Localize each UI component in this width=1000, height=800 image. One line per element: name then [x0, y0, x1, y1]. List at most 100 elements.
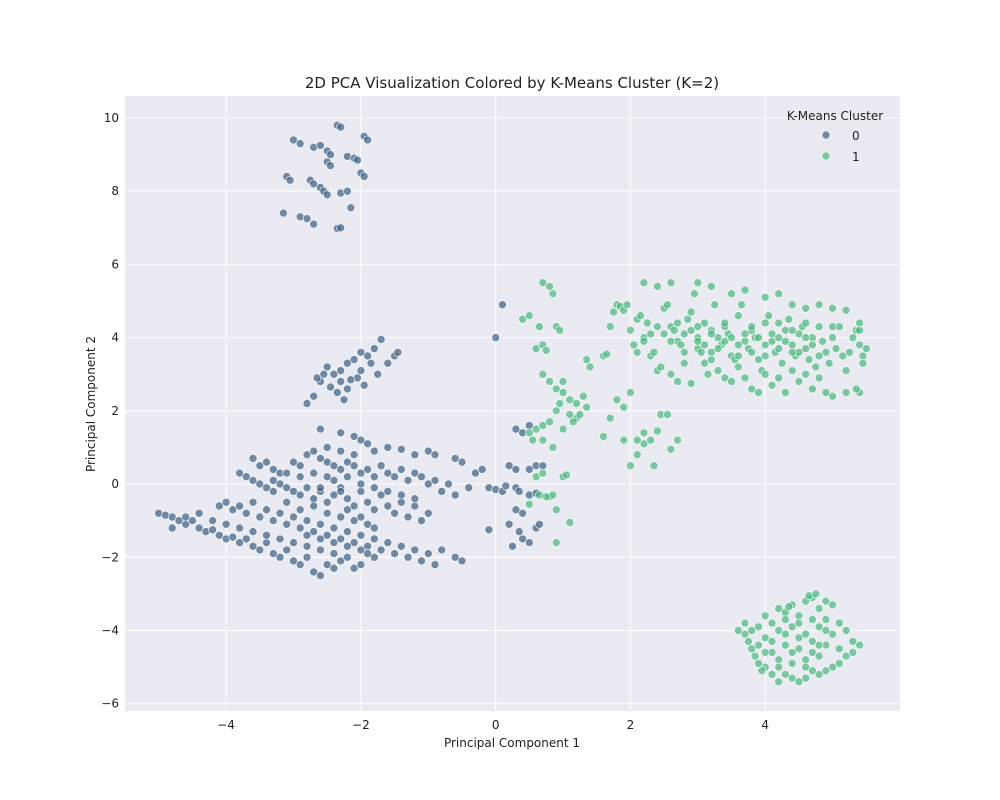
data-point-cluster-0: [268, 549, 278, 558]
data-point-cluster-0: [302, 399, 312, 408]
data-point-cluster-1: [727, 289, 736, 299]
data-point-cluster-1: [750, 651, 760, 661]
data-point-cluster-1: [747, 384, 757, 394]
data-point-cluster-0: [356, 366, 366, 375]
data-point-cluster-1: [794, 377, 804, 386]
data-point-cluster-1: [781, 336, 790, 346]
data-point-cluster-1: [794, 677, 804, 687]
data-point-cluster-1: [632, 347, 642, 357]
data-point-cluster-1: [673, 435, 682, 445]
data-point-cluster-1: [605, 413, 615, 423]
data-point-cluster-0: [275, 508, 285, 518]
data-point-cluster-1: [551, 538, 561, 547]
data-point-cluster-1: [686, 325, 696, 335]
data-point-cluster-0: [343, 186, 352, 196]
series-cluster-1: [518, 278, 871, 687]
data-point-cluster-1: [649, 347, 659, 357]
data-point-cluster-0: [248, 541, 258, 551]
data-point-cluster-1: [706, 347, 716, 357]
data-point-cluster-0: [221, 519, 231, 529]
data-point-cluster-1: [666, 369, 676, 379]
data-point-cluster-1: [612, 395, 622, 405]
data-point-cluster-0: [235, 468, 244, 478]
data-point-cluster-0: [302, 483, 312, 493]
legend: K-Means Cluster 0 1: [787, 109, 883, 164]
data-point-cluster-1: [558, 377, 568, 386]
data-point-cluster-1: [814, 640, 824, 650]
data-point-cluster-0: [255, 512, 265, 522]
data-point-cluster-0: [322, 362, 332, 372]
data-point-cluster-0: [457, 556, 467, 566]
data-point-cluster-1: [855, 340, 864, 350]
data-point-cluster-1: [740, 329, 750, 339]
data-point-cluster-0: [174, 516, 184, 525]
data-point-cluster-0: [285, 175, 295, 185]
data-point-cluster-1: [733, 351, 743, 361]
data-point-cluster-1: [663, 410, 672, 419]
data-point-cluster-1: [733, 362, 743, 372]
data-point-cluster-1: [787, 325, 797, 335]
data-point-cluster-0: [268, 476, 278, 485]
data-point-cluster-0: [376, 545, 386, 555]
data-point-cluster-0: [491, 333, 501, 342]
data-point-cluster-0: [343, 541, 352, 551]
data-point-cluster-1: [801, 369, 811, 379]
data-point-cluster-1: [551, 505, 561, 515]
data-point-cluster-0: [369, 552, 379, 562]
tick-labels: −4 −2 0 2 4 −6 −4 −2 0 2 4 6 8 10: [101, 111, 769, 732]
data-point-cluster-1: [814, 300, 824, 310]
data-point-cluster-1: [814, 373, 824, 383]
data-point-cluster-1: [541, 492, 551, 502]
data-point-cluster-1: [528, 435, 538, 445]
data-point-cluster-1: [548, 443, 558, 452]
data-point-cluster-1: [582, 402, 591, 412]
data-point-cluster-0: [396, 444, 406, 454]
data-point-cluster-0: [484, 525, 494, 535]
data-point-cluster-1: [808, 615, 817, 624]
data-point-cluster-1: [686, 379, 696, 388]
data-point-cluster-1: [649, 461, 659, 471]
data-point-cluster-0: [289, 556, 298, 566]
data-point-cluster-0: [322, 560, 332, 569]
data-point-cluster-1: [828, 391, 837, 401]
data-point-cluster-0: [504, 461, 514, 471]
data-point-cluster-1: [774, 626, 784, 635]
data-point-cluster-0: [262, 530, 271, 540]
x-tick-label: 0: [492, 718, 500, 732]
data-point-cluster-0: [396, 541, 406, 551]
data-point-cluster-1: [740, 285, 750, 295]
data-point-cluster-1: [848, 648, 858, 657]
legend-marker-cluster-0: [821, 130, 831, 140]
data-point-cluster-1: [619, 435, 629, 445]
data-point-cluster-0: [329, 369, 339, 379]
data-point-cluster-0: [309, 527, 319, 536]
data-point-cluster-0: [282, 483, 292, 493]
data-point-cluster-0: [309, 501, 319, 511]
data-point-cluster-1: [855, 325, 864, 335]
data-point-cluster-0: [535, 519, 544, 529]
data-point-cluster-1: [568, 417, 578, 427]
data-point-cluster-1: [545, 282, 554, 291]
data-point-cluster-1: [713, 344, 723, 353]
data-point-cluster-0: [369, 505, 379, 515]
y-tick-label: 0: [111, 477, 119, 491]
data-point-cluster-1: [801, 333, 811, 342]
data-point-cluster-0: [343, 358, 352, 368]
data-point-cluster-0: [359, 380, 369, 390]
data-point-cluster-0: [316, 424, 325, 434]
data-point-cluster-0: [279, 208, 288, 218]
data-point-cluster-1: [653, 322, 662, 331]
data-point-cluster-0: [504, 519, 514, 529]
data-point-cluster-0: [383, 443, 393, 452]
data-point-cluster-1: [713, 333, 723, 342]
data-point-cluster-0: [346, 375, 356, 385]
data-point-cluster-0: [477, 465, 487, 474]
data-point-cluster-1: [757, 666, 767, 676]
data-point-cluster-1: [535, 322, 544, 331]
data-point-cluster-1: [706, 282, 716, 291]
data-point-cluster-1: [841, 388, 851, 397]
data-point-cluster-0: [403, 512, 413, 522]
data-point-cluster-1: [801, 629, 811, 639]
data-point-cluster-0: [295, 505, 305, 515]
data-point-cluster-0: [194, 523, 204, 533]
